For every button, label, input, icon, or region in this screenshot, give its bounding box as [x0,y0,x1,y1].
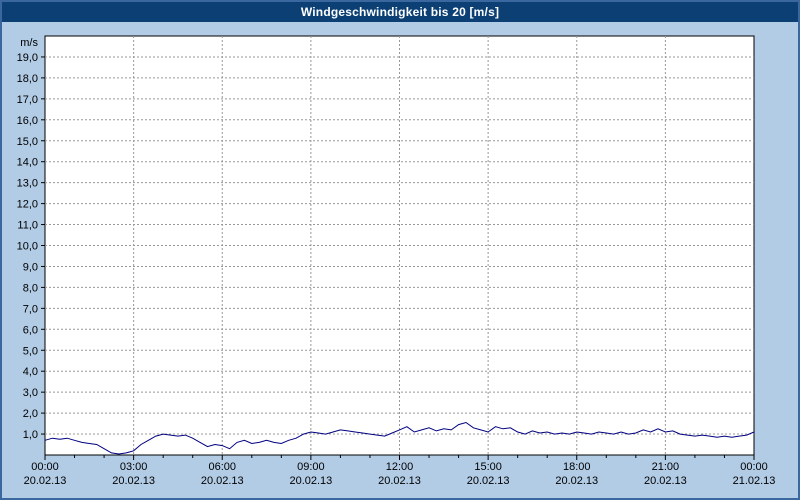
svg-text:09:00: 09:00 [297,461,325,473]
svg-text:20.02.13: 20.02.13 [378,475,421,487]
wind-speed-line-chart: 1,0 2,0 3,0 4,0 5,0 6,0 7,0 8,0 9,0 10,0 11,0 12,0 1… [17,35,776,487]
svg-text:20.02.13: 20.02.13 [24,475,67,487]
svg-text:20.02.13: 20.02.13 [555,475,598,487]
chart-title: Windgeschwindigkeit bis 20 [m/s] [300,5,500,19]
svg-text:1,0: 1,0 [23,429,38,441]
svg-text:8,0: 8,0 [23,282,38,294]
wind-speed-line [44,421,755,455]
chart-title-bar: Windgeschwindigkeit bis 20 [m/s] [2,2,798,22]
svg-text:4,0: 4,0 [23,366,38,378]
svg-text:12:00: 12:00 [386,461,414,473]
svg-text:18:00: 18:00 [563,461,591,473]
svg-text:00:00: 00:00 [740,461,768,473]
svg-text:2,0: 2,0 [23,408,38,420]
svg-text:03:00: 03:00 [120,461,148,473]
svg-text:3,0: 3,0 [23,387,38,399]
svg-text:5,0: 5,0 [23,345,38,357]
svg-text:9,0: 9,0 [23,261,38,273]
svg-text:7,0: 7,0 [23,303,38,315]
svg-text:00:00: 00:00 [31,461,59,473]
svg-text:13,0: 13,0 [17,178,38,190]
svg-text:15,0: 15,0 [17,136,38,148]
svg-text:21:00: 21:00 [652,461,680,473]
svg-text:16,0: 16,0 [17,115,38,127]
svg-text:20.02.13: 20.02.13 [467,475,510,487]
x-tick-labels: 00:00 20.02.13 03:00 20.02.13 06:00 20.02.13 0… [24,461,776,487]
svg-text:17,0: 17,0 [17,94,38,106]
svg-text:19,0: 19,0 [17,52,38,64]
y-tick-labels: 1,0 2,0 3,0 4,0 5,0 6,0 7,0 8,0 9,0 10,0 11,0 12,0 1… [17,52,38,441]
svg-text:6,0: 6,0 [23,324,38,336]
svg-text:15:00: 15:00 [474,461,502,473]
gridlines [45,36,754,455]
chart-area: 1,0 2,0 3,0 4,0 5,0 6,0 7,0 8,0 9,0 10,0 11,0 12,0 1… [2,22,798,498]
svg-text:06:00: 06:00 [208,461,236,473]
svg-text:20.02.13: 20.02.13 [201,475,244,487]
y-axis-unit-label: m/s [20,37,38,49]
svg-text:14,0: 14,0 [17,157,38,169]
svg-text:11,0: 11,0 [17,220,38,232]
svg-text:20.02.13: 20.02.13 [112,475,155,487]
svg-text:21.02.13: 21.02.13 [733,475,776,487]
axis-ticks [41,56,755,460]
svg-text:20.02.13: 20.02.13 [644,475,687,487]
svg-text:18,0: 18,0 [17,73,38,85]
svg-text:20.02.13: 20.02.13 [289,475,332,487]
svg-text:12,0: 12,0 [17,199,38,211]
svg-text:10,0: 10,0 [17,241,38,253]
